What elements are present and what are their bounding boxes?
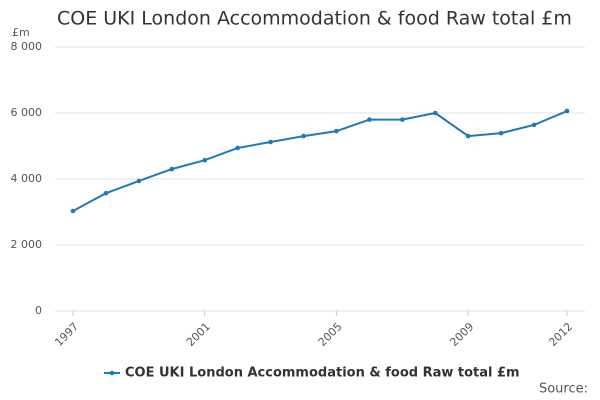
y-tick-label: 0: [35, 304, 42, 317]
chart-title: COE UKI London Accommodation & food Raw …: [57, 8, 572, 30]
data-point: [202, 157, 208, 163]
data-point: [465, 133, 471, 139]
source: Source:: [539, 382, 588, 397]
data-point: [564, 108, 570, 114]
data-point: [301, 133, 306, 139]
data-point: [334, 128, 339, 134]
data-point: [70, 208, 76, 214]
y-tick-label: 4 000: [11, 172, 43, 185]
x-tick-label: 2012: [546, 320, 575, 349]
data-point: [400, 117, 405, 122]
data-point: [498, 130, 504, 136]
y-tick-label: 8 000: [11, 40, 43, 53]
y-axis-label: £m: [12, 26, 30, 39]
x-tick-label: 1997: [52, 320, 81, 349]
x-tick-label: 2001: [184, 320, 213, 349]
data-point: [432, 110, 438, 116]
legend-label: COE UKI London Accommodation & food Raw …: [125, 366, 520, 381]
data-point: [367, 117, 372, 122]
x-tick-label: 2009: [447, 320, 476, 349]
data-point: [136, 178, 142, 184]
x-tick-label: 2005: [316, 320, 345, 349]
data-point: [268, 139, 273, 145]
data-point: [103, 190, 109, 196]
series-line: [72, 110, 568, 212]
y-tick-label: 6 000: [11, 106, 43, 119]
data-point: [235, 145, 240, 151]
y-tick-label: 2 000: [11, 238, 43, 251]
data-point: [169, 166, 175, 172]
data-point: [531, 122, 537, 128]
legend-marker: [109, 370, 115, 376]
